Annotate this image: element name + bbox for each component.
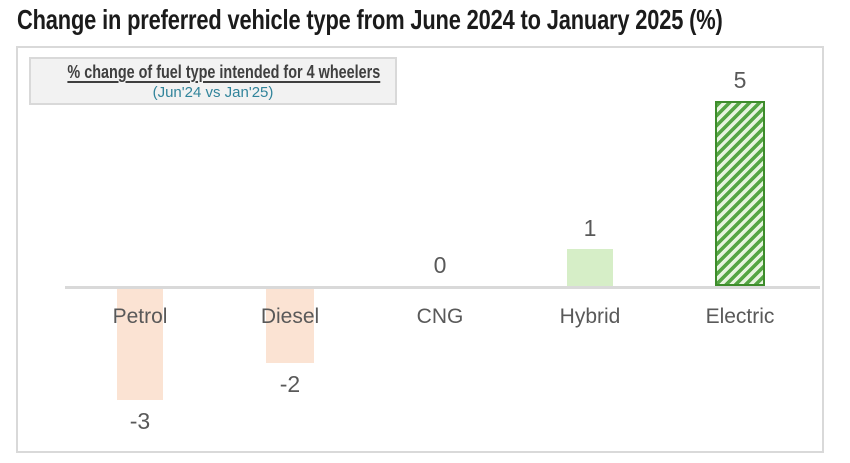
bar-hybrid xyxy=(567,249,613,286)
value-label-electric: 5 xyxy=(733,67,747,93)
category-label-electric: Electric xyxy=(705,305,775,328)
value-label-hybrid: 1 xyxy=(583,215,597,241)
annotation-heading: % change of fuel type intended for 4 whe… xyxy=(67,62,381,82)
category-label-hybrid: Hybrid xyxy=(559,305,621,328)
x-axis-line xyxy=(65,286,820,289)
category-label-diesel: Diesel xyxy=(260,305,320,328)
chart-area: % change of fuel type intended for 4 whe… xyxy=(16,46,824,453)
annotation-subheading: (Jun'24 vs Jan'25) xyxy=(152,84,274,101)
chart-annotation-box: % change of fuel type intended for 4 whe… xyxy=(29,57,397,105)
value-label-diesel: -2 xyxy=(279,371,301,397)
category-label-cng: CNG xyxy=(416,305,464,328)
chart-title: Change in preferred vehicle type from Ju… xyxy=(17,4,723,35)
bar-electric xyxy=(715,101,765,286)
bar-diesel xyxy=(266,289,314,363)
plot-area: -3 Petrol -2 Diesel 0 CNG 1 Hybrid 5 Electric xyxy=(18,48,822,451)
value-label-cng: 0 xyxy=(433,252,447,278)
bar-petrol xyxy=(117,289,163,400)
value-label-petrol: -3 xyxy=(129,408,151,434)
category-label-petrol: Petrol xyxy=(112,305,168,328)
